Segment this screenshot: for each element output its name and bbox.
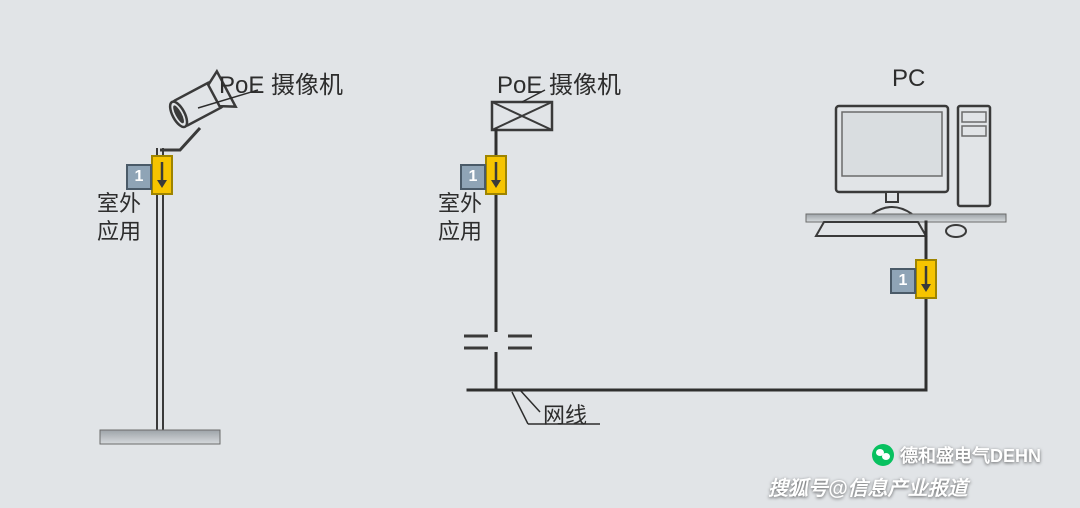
label-cam-left: PoE 摄像机	[219, 65, 343, 100]
label-cable: 网线	[543, 398, 587, 430]
watermark-wechat: 德和盛电气DEHN	[872, 442, 1041, 468]
spd-badge-3: 1	[890, 268, 916, 294]
label-outdoor-left: 室外 应用	[97, 190, 141, 246]
label-outdoor-mid: 室外 应用	[438, 190, 482, 246]
label-pc: PC	[892, 65, 925, 93]
label-cam-mid: PoE 摄像机	[497, 65, 621, 100]
spd-badge-2: 1	[460, 164, 486, 190]
watermark-wechat-text: 德和盛电气DEHN	[900, 446, 1041, 466]
watermark-sohu: 搜狐号@信息产业报道	[768, 472, 968, 501]
spd-badge-1: 1	[126, 164, 152, 190]
diagram-canvas: PoE 摄像机 PoE 摄像机 PC 室外 应用 室外 应用 网线 1 1 1 …	[0, 0, 1080, 508]
